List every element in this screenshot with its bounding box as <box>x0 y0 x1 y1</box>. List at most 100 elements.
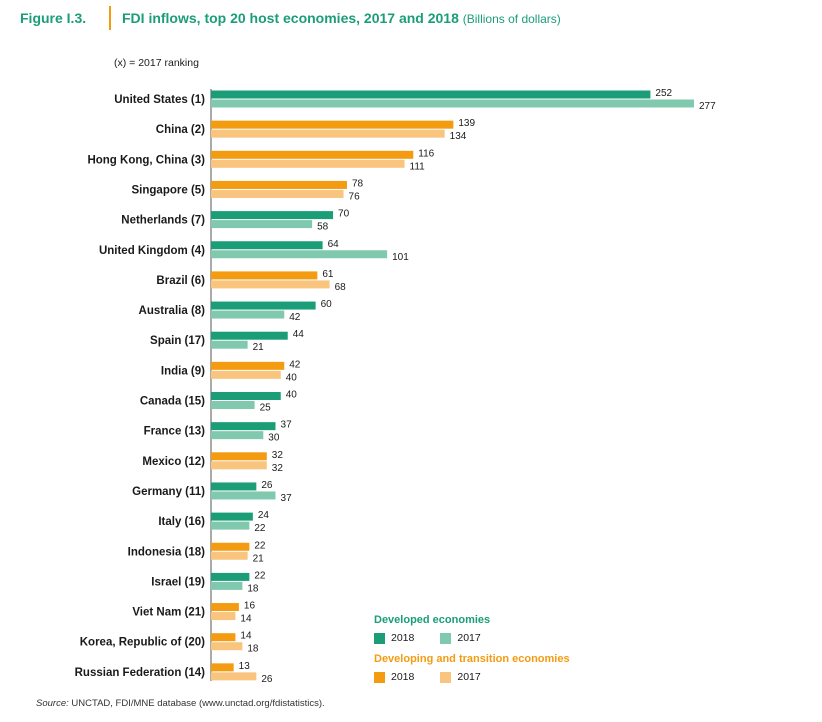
data-label-2017: 14 <box>240 614 252 625</box>
category-label: Hong Kong, China (3) <box>87 154 205 166</box>
legend-developed-title: Developed economies <box>374 614 491 626</box>
category-label: China (2) <box>156 124 205 136</box>
ranking-note: (x) = 2017 ranking <box>114 57 199 69</box>
data-label-2018: 42 <box>289 359 301 370</box>
data-label-2018: 252 <box>655 88 672 99</box>
category-label: Germany (11) <box>132 486 205 498</box>
bar-2018 <box>211 361 285 370</box>
bar-2018 <box>211 180 348 189</box>
data-label-2017: 42 <box>289 312 301 323</box>
bar-2018 <box>211 542 250 551</box>
bar-2018 <box>211 241 323 250</box>
data-label-2018: 16 <box>244 601 256 612</box>
category-label: Brazil (6) <box>156 275 205 287</box>
bar-2018 <box>211 572 250 581</box>
legend-developing-title: Developing and transition economies <box>374 653 570 665</box>
data-label-2018: 60 <box>321 299 333 310</box>
legend-label-developing-2018: 2018 <box>391 671 415 683</box>
bar-2017 <box>211 280 330 289</box>
data-label-2018: 44 <box>293 329 305 340</box>
bar-2018 <box>211 211 334 220</box>
bar-2017 <box>211 189 344 198</box>
bar-2017 <box>211 461 267 470</box>
data-label-2017: 58 <box>317 222 329 233</box>
figure-label: Figure I.3. <box>20 10 87 26</box>
legend-developing: Developing and transition economies 2018… <box>374 653 570 683</box>
bar-2017 <box>211 159 405 168</box>
legend-swatch-developed-2018 <box>374 632 385 644</box>
category-label: Indonesia (18) <box>128 546 205 558</box>
source-label: Source: <box>36 698 69 709</box>
category-label: Netherlands (7) <box>121 215 205 227</box>
bar-2017 <box>211 521 250 530</box>
category-label: Singapore (5) <box>132 184 206 196</box>
bar-2018 <box>211 120 454 129</box>
bar-2017 <box>211 220 313 229</box>
bar-2018 <box>211 512 253 521</box>
data-label-2018: 13 <box>239 661 251 672</box>
data-label-2017: 21 <box>253 553 265 564</box>
bar-2017 <box>211 672 257 681</box>
source-text: UNCTAD, FDI/MNE database (www.unctad.org… <box>68 698 325 709</box>
bar-2017 <box>211 612 236 621</box>
bar-2018 <box>211 392 281 400</box>
bar-2018 <box>211 422 276 431</box>
category-label: Italy (16) <box>158 516 205 528</box>
data-label-2018: 116 <box>418 148 434 159</box>
bar-2018 <box>211 331 288 340</box>
category-label: Mexico (12) <box>142 456 205 468</box>
bar-2018 <box>211 301 316 310</box>
category-label: India (9) <box>161 365 205 377</box>
legend-developed: Developed economies 2018 2017 <box>374 614 507 644</box>
data-label-2017: 134 <box>450 131 467 142</box>
bar-2017 <box>211 250 388 259</box>
data-label-2018: 78 <box>352 178 364 189</box>
bar-2018 <box>211 452 267 461</box>
figure-title: FDI inflows, top 20 host economies, 2017… <box>122 10 561 26</box>
legend-label-developing-2017: 2017 <box>457 671 481 683</box>
data-label-2018: 24 <box>258 510 270 521</box>
data-label-2017: 40 <box>286 372 298 383</box>
data-label-2018: 37 <box>281 420 293 431</box>
data-label-2017: 26 <box>261 674 273 685</box>
category-label: Russian Federation (14) <box>75 667 206 679</box>
legend-developing-row: 2018 2017 <box>374 671 570 683</box>
data-label-2017: 18 <box>247 583 259 594</box>
legend-swatch-developing-2017 <box>440 671 452 683</box>
bar-2017 <box>211 581 243 590</box>
data-label-2018: 32 <box>272 450 284 461</box>
bar-2017 <box>211 99 694 108</box>
data-label-2017: 111 <box>410 161 426 172</box>
category-label: Israel (19) <box>151 576 205 588</box>
legend-swatch-developed-2017 <box>440 632 452 644</box>
bar-2017 <box>211 642 243 651</box>
data-label-2018: 139 <box>458 118 475 129</box>
category-label: Viet Nam (21) <box>132 607 205 619</box>
bar-2017 <box>211 340 248 349</box>
figure-title-text: FDI inflows, top 20 host economies, 2017… <box>122 10 459 26</box>
bar-2018 <box>211 663 234 672</box>
data-label-2017: 30 <box>268 433 280 444</box>
category-label: United States (1) <box>114 94 205 106</box>
data-label-2017: 22 <box>254 523 266 534</box>
data-label-2017: 18 <box>247 644 259 655</box>
figure-units: (Billions of dollars) <box>462 12 561 26</box>
data-label-2018: 40 <box>286 390 298 401</box>
bar-2018 <box>211 482 257 491</box>
legend-label-developed-2017: 2017 <box>457 632 481 644</box>
data-label-2017: 37 <box>281 493 293 504</box>
category-label: Spain (17) <box>150 335 205 347</box>
bar-2017 <box>211 129 445 138</box>
source-note: Source: UNCTAD, FDI/MNE database (www.un… <box>36 698 325 709</box>
bar-2018 <box>211 150 414 159</box>
bar-2017 <box>211 551 248 560</box>
data-label-2018: 61 <box>322 269 334 280</box>
bar-2018 <box>211 271 318 280</box>
data-label-2017: 68 <box>335 282 347 293</box>
bar-2018 <box>211 633 236 642</box>
bar-2017 <box>211 310 285 319</box>
data-label-2018: 14 <box>240 631 252 642</box>
bar-2017 <box>211 401 255 409</box>
data-label-2017: 76 <box>349 191 361 202</box>
